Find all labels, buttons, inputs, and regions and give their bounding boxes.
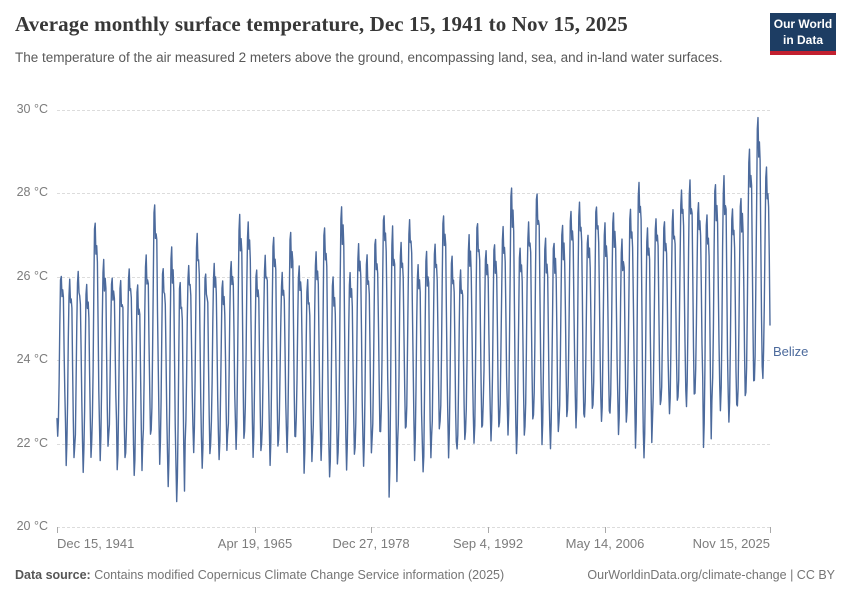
chart-footer: Data source: Contains modified Copernicu… (15, 568, 835, 582)
data-source-label: Data source: (15, 568, 91, 582)
data-source-text: Contains modified Copernicus Climate Cha… (90, 568, 505, 582)
y-axis-label-24: 24 °C (16, 352, 48, 366)
gridline-22c (57, 444, 770, 445)
page-title: Average monthly surface temperature, Dec… (15, 12, 628, 36)
footer-links: OurWorldinData.org/climate-change | CC B… (587, 568, 835, 582)
x-tick (57, 527, 58, 533)
y-axis-label-28: 28 °C (16, 185, 48, 199)
x-axis-label-2025: Nov 15, 2025 (692, 536, 770, 551)
x-tick (770, 527, 771, 533)
chart-subtitle: The temperature of the air measured 2 me… (15, 50, 723, 65)
footer-separator: | (786, 568, 797, 582)
x-tick (605, 527, 606, 533)
x-axis-label-2006: May 14, 2006 (565, 536, 645, 551)
gridline-30c (57, 110, 770, 111)
gridline-28c (57, 193, 770, 194)
y-axis-label-30: 30 °C (16, 102, 48, 116)
x-tick (488, 527, 489, 533)
entity-label-belize: Belize (773, 344, 809, 359)
owid-url-link[interactable]: OurWorldinData.org/climate-change (587, 568, 787, 582)
owid-logo-line1: Our World (773, 17, 833, 31)
x-axis-label-1965: Apr 19, 1965 (217, 536, 293, 551)
gridline-20c-axis (57, 527, 770, 528)
gridline-26c (57, 277, 770, 278)
y-axis-label-20: 20 °C (16, 519, 48, 533)
y-axis-label-22: 22 °C (16, 436, 48, 450)
x-axis-label-1941: Dec 15, 1941 (57, 536, 135, 551)
data-source-note: Data source: Contains modified Copernicu… (15, 568, 504, 582)
owid-logo-line2: in Data (782, 32, 823, 47)
x-axis-label-1978: Dec 27, 1978 (332, 536, 410, 551)
license-link[interactable]: CC BY (796, 568, 835, 582)
x-tick (371, 527, 372, 533)
x-axis-label-1992: Sep 4, 1992 (452, 536, 524, 551)
x-tick (255, 527, 256, 533)
belize-line[interactable] (56, 116, 771, 503)
y-axis-label-26: 26 °C (16, 269, 48, 283)
owid-logo[interactable]: Our World in Data (770, 13, 836, 56)
